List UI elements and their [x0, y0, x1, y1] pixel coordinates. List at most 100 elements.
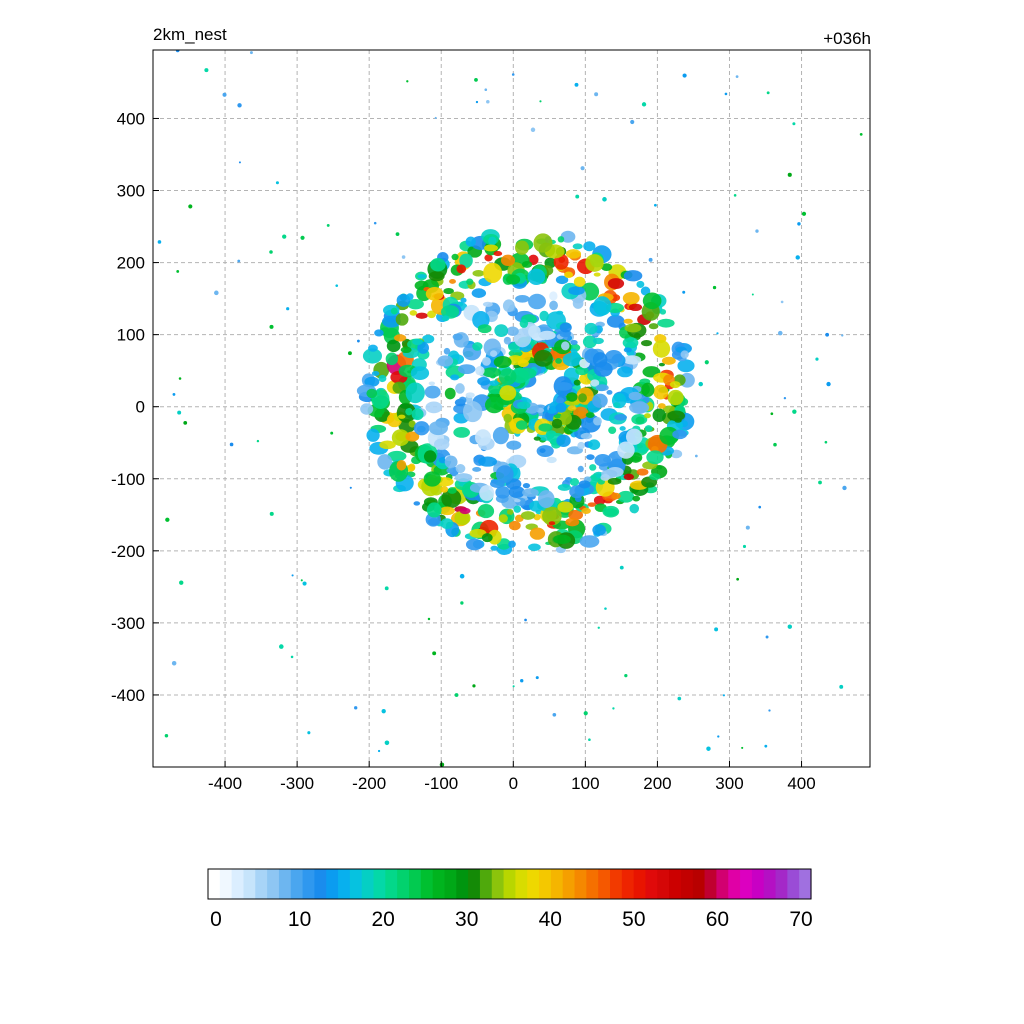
outer-band-cell	[602, 505, 620, 518]
scattered-echo	[604, 607, 607, 610]
scattered-echo	[256, 439, 260, 443]
scattered-echo	[653, 203, 657, 207]
colorbar-swatch	[420, 869, 434, 899]
outer-band-cell	[515, 240, 529, 255]
scattered-echo	[612, 707, 615, 710]
outer-band-cell	[560, 230, 576, 243]
eyewall-cell	[547, 409, 556, 414]
outer-band-cell	[611, 294, 621, 302]
eyewall-cell	[566, 392, 578, 402]
scattered-echo	[773, 442, 777, 447]
outer-band-cell	[377, 454, 393, 470]
outer-band-cell	[593, 272, 601, 277]
inner-band-cell	[625, 428, 643, 445]
inner-band-cell	[590, 379, 600, 387]
inner-band-cell	[549, 300, 559, 311]
eyewall-cell	[517, 359, 529, 368]
inner-band-cell	[528, 293, 546, 310]
y-tick-label: -200	[111, 542, 145, 561]
x-axis: -400 -300 -200 -100 0 100 200 300 400	[208, 761, 816, 793]
plot-frame	[152, 49, 871, 768]
scattered-echo	[717, 735, 720, 738]
inner-band-cell	[559, 322, 572, 333]
scattered-echo	[300, 235, 305, 240]
scattered-echo	[712, 285, 717, 290]
scattered-echo	[222, 92, 227, 97]
colorbar-swatch	[397, 869, 410, 899]
outer-band-cell	[454, 510, 471, 526]
outer-band-cell	[505, 274, 521, 285]
scattered-echo	[552, 712, 557, 717]
scattered-echo	[330, 431, 334, 435]
scattered-echo	[486, 100, 490, 104]
inner-band-cell	[452, 333, 463, 341]
outer-band-cell	[417, 274, 427, 279]
outer-band-cell	[555, 275, 569, 285]
colorbar-swatch	[290, 869, 304, 899]
scattered-echo	[818, 480, 822, 485]
outer-band-cell	[579, 535, 600, 548]
outer-band-cell	[680, 350, 689, 359]
scattered-echo	[300, 579, 303, 582]
inner-band-cell	[437, 355, 454, 367]
scattered-echo	[269, 511, 274, 516]
outer-band-cell	[466, 278, 474, 285]
outer-band-cell	[642, 292, 662, 310]
scattered-echo	[326, 223, 330, 227]
outer-band-cell	[469, 528, 487, 538]
colorbar-swatch	[657, 869, 670, 899]
inner-band-cell	[477, 324, 492, 334]
inner-band-cell	[613, 402, 621, 409]
scattered-echo	[594, 92, 599, 97]
scattered-echo	[524, 618, 527, 622]
scattered-echo	[377, 749, 381, 753]
outer-band-cell	[624, 323, 642, 333]
outer-band-cell	[622, 291, 640, 305]
x-tick-label: 100	[571, 774, 599, 793]
outer-band-cell	[392, 381, 406, 394]
outer-band-cell	[649, 473, 661, 481]
eyewall-cell	[488, 384, 502, 395]
outer-band-cell	[378, 374, 387, 383]
scattered-echo	[733, 194, 737, 197]
inner-band-cell	[472, 342, 483, 351]
outer-band-cell	[366, 388, 378, 399]
scattered-echo	[824, 440, 828, 444]
colorbar-swatch	[751, 869, 765, 899]
scattered-echo	[307, 731, 311, 735]
outer-band-cell	[460, 297, 467, 303]
outer-band-cell	[623, 347, 632, 353]
outer-band-cell	[484, 254, 493, 262]
outer-band-cell	[508, 540, 516, 548]
outer-band-cell	[411, 408, 424, 421]
inner-band-cell	[629, 401, 650, 414]
inner-band-cell	[617, 366, 633, 378]
eyewall-cell	[477, 376, 491, 386]
scattered-echo	[770, 412, 774, 416]
scattered-echo	[188, 204, 193, 209]
eyewall-cell	[533, 436, 541, 441]
inner-band-cell	[495, 486, 511, 499]
eyewall-cell	[482, 367, 502, 378]
scattered-echo	[792, 122, 796, 126]
outer-band-cell	[472, 270, 485, 277]
colorbar-swatch	[645, 869, 658, 899]
inner-band-cell	[561, 341, 570, 351]
inner-band-cell	[617, 441, 635, 459]
outer-band-cell	[413, 501, 421, 506]
inner-band-cell	[462, 401, 483, 423]
colorbar-swatch	[799, 869, 812, 899]
scattered-echo	[427, 617, 431, 621]
outer-band-cell	[527, 268, 546, 285]
outer-band-cell	[529, 527, 546, 540]
inner-band-cell	[572, 298, 584, 309]
scattered-echo	[290, 655, 294, 659]
inner-band-cell	[549, 291, 558, 301]
outer-band-cell	[493, 251, 503, 257]
scattered-echo	[356, 339, 360, 343]
outer-band-cell	[646, 450, 664, 465]
inner-band-cell	[453, 427, 471, 438]
inner-band-cell	[628, 391, 642, 401]
inner-band-cell	[578, 480, 591, 489]
